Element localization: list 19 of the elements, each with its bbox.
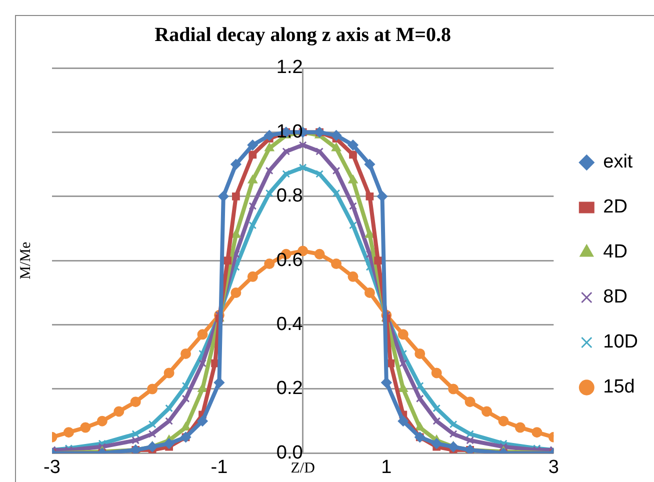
y-tick-label: 0.2: [276, 378, 303, 400]
y-tick-label: 0.0: [276, 442, 303, 464]
legend-label: exit: [603, 152, 634, 173]
legend-label: 10D: [603, 332, 638, 353]
legend-label: 15d: [603, 376, 635, 398]
y-tick-label: 0.6: [276, 250, 303, 271]
x-tick-label: 3: [548, 456, 559, 478]
legend-label: 4D: [603, 242, 628, 263]
y-tick-label: 1.2: [276, 57, 303, 78]
y-axis-title: M/Me: [18, 242, 34, 280]
x-tick-label: 1: [381, 456, 392, 478]
x-tick-label: -3: [44, 456, 60, 478]
y-tick-label: 0.8: [276, 186, 303, 207]
y-tick-label: 0.4: [276, 314, 304, 336]
legend-label: 2D: [603, 196, 628, 218]
chart-title: Radial decay along z axis at M=0.8: [154, 24, 452, 46]
legend-label: 8D: [603, 286, 628, 308]
x-tick-label: -1: [210, 456, 228, 478]
x-axis-title: Z/D: [290, 460, 316, 477]
